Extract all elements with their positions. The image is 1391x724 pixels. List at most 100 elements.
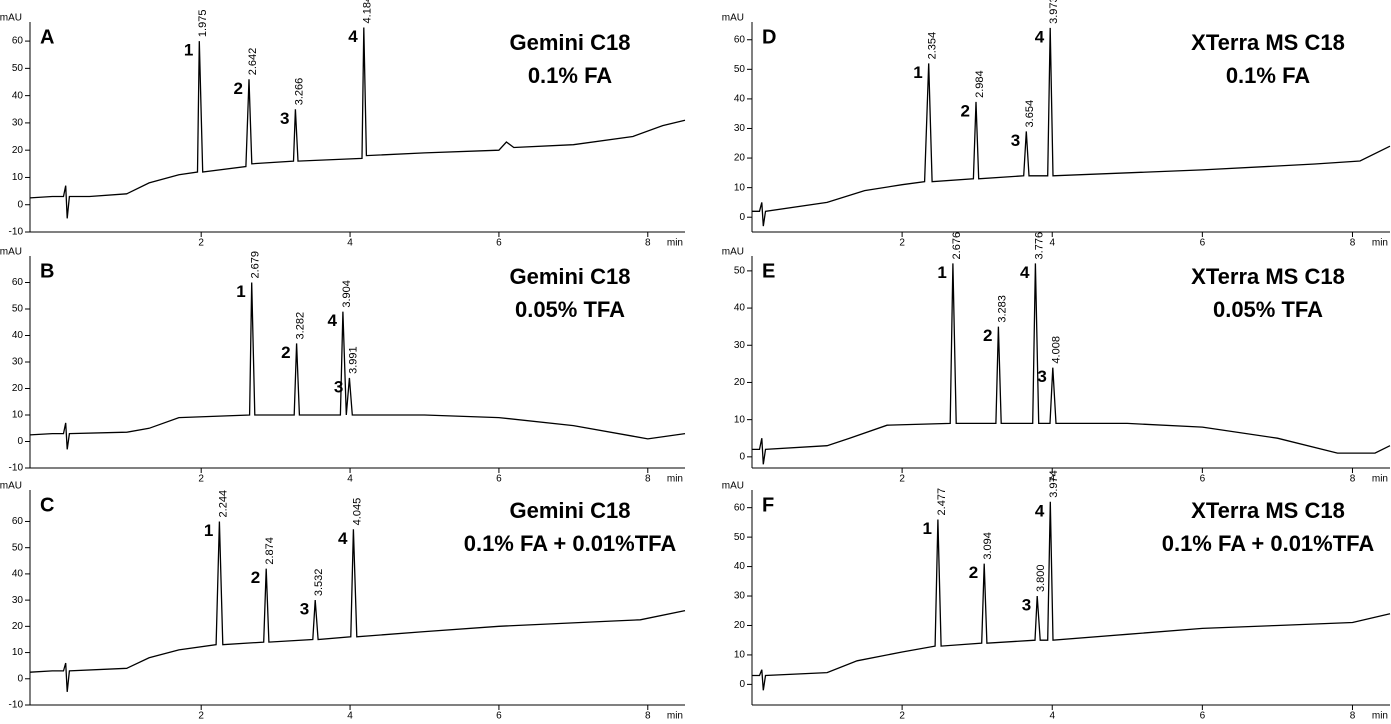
x-tick-label: 4 xyxy=(347,238,353,249)
x-tick-label: 8 xyxy=(1350,238,1356,249)
panel-label: E xyxy=(762,260,775,282)
peak-number: 1 xyxy=(236,282,245,301)
y-tick-label: 10 xyxy=(12,172,24,183)
peak-number: 2 xyxy=(281,343,290,362)
y-tick-label: 30 xyxy=(734,340,746,351)
x-tick-label: 8 xyxy=(645,474,651,485)
chart-subtitle: 0.05% TFA xyxy=(515,297,625,322)
peak-retention-time: 2.874 xyxy=(264,537,276,565)
y-tick-label: 0 xyxy=(17,199,23,210)
y-tick-label: 40 xyxy=(734,303,746,314)
y-axis-label: mAU xyxy=(722,247,744,258)
y-tick-label: 20 xyxy=(734,153,746,164)
chromatogram-trace xyxy=(752,263,1391,465)
y-tick-label: 40 xyxy=(12,569,24,580)
y-tick-label: 50 xyxy=(12,63,24,74)
peak-retention-time: 2.984 xyxy=(974,70,986,98)
panel-label: D xyxy=(762,26,776,48)
chromatogram-trace xyxy=(29,282,686,450)
chart-subtitle: 0.1% FA xyxy=(1226,63,1310,88)
y-axis-label: mAU xyxy=(722,13,744,24)
x-tick-label: 2 xyxy=(899,238,905,249)
peak-number: 3 xyxy=(1022,596,1031,615)
y-tick-label: 60 xyxy=(734,502,746,513)
y-tick-label: 50 xyxy=(734,532,746,543)
chart-title: Gemini C18 xyxy=(509,498,630,523)
y-tick-label: 0 xyxy=(17,673,23,684)
peak-retention-time: 4.008 xyxy=(1051,336,1063,364)
peak-number: 3 xyxy=(334,377,343,396)
peak-number: 1 xyxy=(937,263,946,282)
y-tick-label: 30 xyxy=(734,591,746,602)
chromatogram-trace xyxy=(29,521,686,692)
peak-number: 4 xyxy=(338,529,348,548)
x-tick-label: 4 xyxy=(1049,238,1055,249)
chart-title: XTerra MS C18 xyxy=(1191,30,1345,55)
y-tick-label: 0 xyxy=(17,436,23,447)
panel-label: A xyxy=(40,26,54,48)
x-tick-label: 6 xyxy=(496,711,502,722)
peak-retention-time: 3.282 xyxy=(295,312,307,340)
y-tick-label: 40 xyxy=(12,90,24,101)
y-axis-label: mAU xyxy=(0,13,22,24)
y-tick-label: 30 xyxy=(734,123,746,134)
y-axis-label: mAU xyxy=(0,481,22,492)
x-tick-label: 4 xyxy=(347,711,353,722)
peak-retention-time: 4.184 xyxy=(362,0,374,23)
x-axis-label: min xyxy=(667,238,683,249)
x-tick-label: 6 xyxy=(1200,474,1206,485)
peak-retention-time: 2.244 xyxy=(217,490,229,518)
x-axis-label: min xyxy=(667,711,683,722)
peak-retention-time: 2.679 xyxy=(250,251,262,279)
peak-retention-time: 2.354 xyxy=(927,32,939,60)
panel-label: B xyxy=(40,260,54,282)
panel-label: C xyxy=(40,494,54,516)
peak-number: 2 xyxy=(251,568,260,587)
peak-retention-time: 4.045 xyxy=(351,498,363,526)
peak-number: 4 xyxy=(1035,27,1045,46)
x-tick-label: 2 xyxy=(198,711,204,722)
chromatogram-trace xyxy=(29,27,686,219)
x-axis-label: min xyxy=(1372,238,1388,249)
peak-retention-time: 3.094 xyxy=(982,532,994,560)
peak-number: 2 xyxy=(969,563,978,582)
peak-number: 2 xyxy=(961,101,970,120)
peak-retention-time: 2.477 xyxy=(936,488,948,516)
peak-number: 3 xyxy=(280,109,289,128)
y-tick-label: 50 xyxy=(12,542,24,553)
x-tick-label: 8 xyxy=(1350,711,1356,722)
peak-number: 2 xyxy=(234,79,243,98)
y-tick-label: 60 xyxy=(12,36,24,47)
x-tick-label: 4 xyxy=(347,474,353,485)
y-tick-label: -10 xyxy=(9,227,24,238)
chart-subtitle: 0.1% FA xyxy=(528,63,612,88)
x-tick-label: 8 xyxy=(645,238,651,249)
x-tick-label: 2 xyxy=(899,711,905,722)
peak-number: 4 xyxy=(327,311,337,330)
y-tick-label: 40 xyxy=(734,94,746,105)
peak-number: 4 xyxy=(348,27,358,46)
y-tick-label: 50 xyxy=(12,304,24,315)
chromatogram-trace xyxy=(752,27,1391,227)
y-axis-label: mAU xyxy=(722,481,744,492)
peak-number: 1 xyxy=(922,519,931,538)
y-tick-label: -10 xyxy=(9,463,24,474)
y-tick-label: 20 xyxy=(12,383,24,394)
peak-number: 1 xyxy=(184,41,193,60)
y-tick-label: 20 xyxy=(734,620,746,631)
peak-retention-time: 3.776 xyxy=(1033,232,1045,260)
x-tick-label: 2 xyxy=(899,474,905,485)
x-tick-label: 4 xyxy=(1049,474,1055,485)
x-tick-label: 4 xyxy=(1049,711,1055,722)
x-tick-label: 8 xyxy=(1350,474,1356,485)
peak-retention-time: 3.974 xyxy=(1048,470,1060,498)
x-tick-label: 2 xyxy=(198,238,204,249)
chart-subtitle: 0.1% FA + 0.01%TFA xyxy=(464,531,677,556)
x-axis-label: min xyxy=(667,474,683,485)
y-tick-label: 20 xyxy=(12,145,24,156)
y-tick-label: 10 xyxy=(12,647,24,658)
peak-retention-time: 3.532 xyxy=(313,569,325,597)
peak-number: 4 xyxy=(1020,263,1030,282)
peak-retention-time: 2.642 xyxy=(247,48,259,76)
